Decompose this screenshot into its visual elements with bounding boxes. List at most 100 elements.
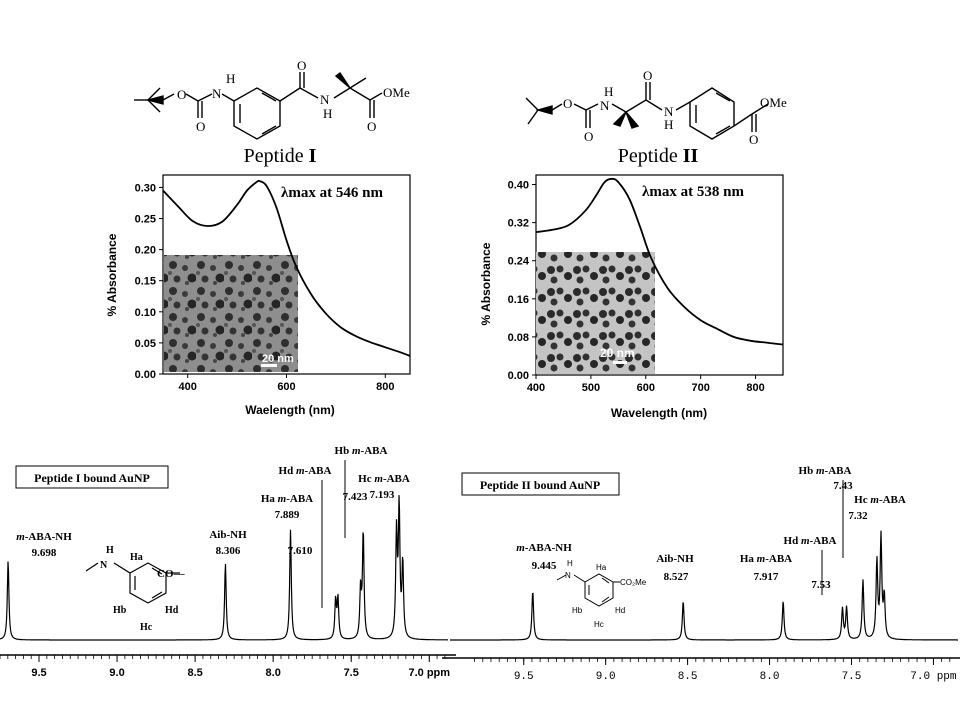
ring-label: Hb — [113, 605, 127, 616]
x-tick-label: 500 — [582, 382, 600, 394]
peak-assignment: Aib-NH — [209, 529, 247, 541]
axis-tick-label: 8.0 — [266, 667, 281, 679]
absorbance-curve — [535, 177, 784, 346]
y-tick-label: 0.08 — [508, 332, 529, 344]
tem-inset — [164, 255, 298, 372]
peak-labels: m-ABA-NH 9.445 Aib-NH 8.527 Ha m-ABA 7.917 Hd … — [516, 465, 906, 595]
y-tick-label: 0.32 — [508, 218, 529, 230]
axis-tick-label: 9.5 — [514, 671, 534, 683]
ppm-axis: 9.5 9.0 8.5 8.0 7.5 7.0 ppm — [0, 654, 456, 679]
axis-tick-label: 8.0 — [760, 671, 780, 683]
peak-shift-value: 7.917 — [754, 571, 779, 583]
spectrum-title: Peptide I bound AuNP — [34, 471, 150, 485]
caption-prefix: Peptide — [244, 145, 304, 167]
y-tick-label: 0.16 — [508, 294, 529, 306]
peak-assignment: m-ABA-NH — [16, 531, 72, 543]
peak-assignment: Hb m-ABA — [799, 465, 852, 477]
nmr-spectrum-peptide-1: Peptide I bound AuNP m-ABA-NH 9.698 Aib-NH… — [0, 445, 456, 679]
y-tick-label: 0.05 — [135, 338, 156, 350]
y-tick-label: 0.00 — [508, 370, 529, 382]
axis-tick-label: 9.0 — [596, 671, 616, 683]
structure-peptide-2 — [525, 82, 769, 140]
axis-tick-label: 7.0 ppm — [408, 667, 450, 679]
peak-assignment: Hb m-ABA — [335, 445, 388, 457]
caption-numeral: I — [309, 145, 317, 167]
peak-shift-value: 8.527 — [664, 571, 689, 583]
atom-label: H — [323, 106, 332, 121]
axis-tick-label: 7.5 — [344, 667, 359, 679]
y-tick-label: 0.10 — [135, 307, 156, 319]
peak-shift-value: 8.306 — [216, 545, 241, 557]
scale-bar-label: 20 nm — [262, 353, 294, 365]
axis-tick-label: 9.0 — [109, 667, 124, 679]
spectrum-title-box — [461, 472, 620, 496]
y-tick-label: 0.20 — [135, 245, 156, 257]
axis-tick-label: 7.5 — [842, 671, 862, 683]
peak-labels: m-ABA-NH 9.698 Aib-NH 8.306 Ha m-ABA 7.889 Hd … — [16, 445, 410, 608]
axis-tick-label: 7.0 ppm — [910, 671, 957, 683]
structure-1-atoms: O H N O O N H OMe O — [177, 58, 410, 134]
x-axis-label: Waelength (nm) — [245, 403, 335, 417]
axis-tick-label: 9.5 — [31, 667, 46, 679]
tem-inset — [536, 252, 655, 374]
caption-numeral: II — [683, 145, 699, 167]
atom-label: OMe — [383, 85, 410, 100]
y-tick-label: 0.30 — [135, 182, 156, 194]
ring-substituent: CO₂Me — [620, 578, 647, 587]
atom-label: H — [604, 84, 613, 99]
atom-label: H — [664, 117, 673, 132]
axis-tick-label: 8.5 — [187, 667, 202, 679]
ring-inset — [85, 562, 180, 604]
structure-2-atoms: O H N O O N H OMe O — [563, 68, 787, 147]
atom-label: O — [749, 132, 758, 147]
y-tick-label: 0.25 — [135, 214, 156, 226]
absorbance-curve — [162, 179, 411, 357]
ring-label: N — [565, 571, 571, 580]
ring-label: N — [100, 560, 108, 571]
atom-label: OMe — [760, 95, 787, 110]
structure-2-caption: Peptide II — [618, 145, 699, 167]
ring-label: Hb — [572, 606, 583, 615]
structure-peptide-1 — [134, 71, 383, 140]
structure-1-caption: Peptide I — [244, 145, 317, 167]
scale-bar-label: 20 nm — [600, 346, 635, 360]
x-tick-label: 600 — [277, 381, 295, 393]
atom-label: N — [320, 92, 330, 107]
caption-prefix: Peptide — [618, 145, 678, 167]
peak-assignment: Hc m-ABA — [358, 473, 410, 485]
peak-shift-value: 9.698 — [32, 547, 57, 559]
uv-chart-peptide-1: 400 600 800 0.00 0.05 0.10 0.15 0.20 0.25 0.30 20… — [105, 174, 411, 417]
peak-assignment: Hd m-ABA — [784, 535, 837, 547]
spectrum-title: Peptide II bound AuNP — [480, 478, 600, 492]
peak-assignment: Ha m-ABA — [261, 493, 313, 505]
ring-label: H — [567, 559, 573, 568]
peak-assignment: Hd m-ABA — [279, 465, 332, 477]
peak-shift-value: 7.423 — [343, 491, 368, 503]
ring-label: H — [106, 545, 114, 556]
uv-chart-peptide-2: 400 500 600 700 8000.000.080.160.240.320.40 … — [479, 174, 784, 420]
peak-assignment: Hc m-ABA — [854, 494, 906, 506]
spectrum-trace — [0, 495, 448, 641]
ring-inset-labels: H N Ha Hb Hc Hd CO— — [100, 545, 186, 633]
lambda-max-annotation: λmax at 538 nm — [642, 184, 744, 200]
y-tick-label: 0.00 — [135, 369, 156, 381]
peak-shift-value: 7.193 — [370, 489, 395, 501]
atom-label: O — [297, 58, 306, 73]
lambda-max-annotation: λmax at 546 nm — [281, 185, 383, 201]
axis-tick-label: 8.5 — [678, 671, 698, 683]
y-tick-label: 0.15 — [135, 276, 156, 288]
peak-assignment: m-ABA-NH — [516, 542, 572, 554]
ring-label: Hc — [140, 622, 153, 633]
x-tick-label: 600 — [637, 382, 655, 394]
x-tick-label: 400 — [527, 382, 545, 394]
y-tick-label: 0.24 — [508, 256, 530, 268]
ring-label: Hc — [594, 620, 604, 629]
x-tick-label: 700 — [691, 382, 709, 394]
ring-substituent: CO— — [157, 568, 186, 580]
x-tick-label: 400 — [179, 381, 197, 393]
atom-label: N — [664, 104, 674, 119]
peak-assignment: Ha m-ABA — [740, 553, 792, 565]
atom-label: O — [563, 96, 572, 111]
ring-label: Hd — [165, 605, 179, 616]
